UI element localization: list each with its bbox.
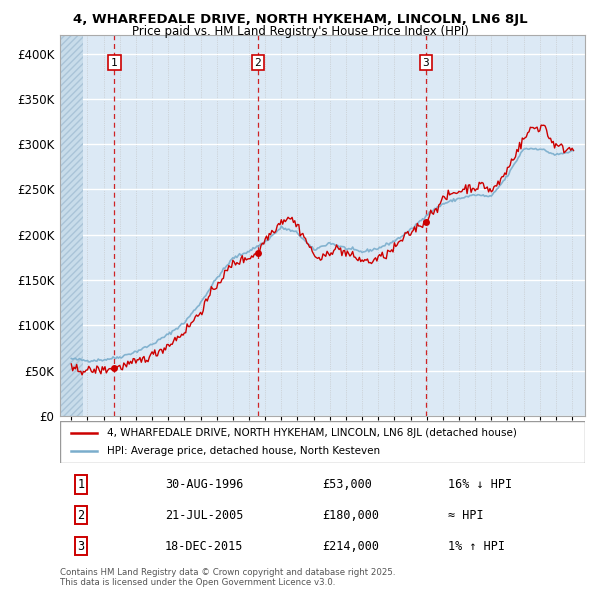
Text: ≈ HPI: ≈ HPI xyxy=(449,509,484,522)
Text: 3: 3 xyxy=(422,58,430,68)
Text: 16% ↓ HPI: 16% ↓ HPI xyxy=(449,478,512,491)
Bar xyxy=(60,35,83,416)
Text: 3: 3 xyxy=(77,540,85,553)
Text: 21-JUL-2005: 21-JUL-2005 xyxy=(165,509,244,522)
Text: £180,000: £180,000 xyxy=(323,509,380,522)
Text: 1% ↑ HPI: 1% ↑ HPI xyxy=(449,540,505,553)
Text: HPI: Average price, detached house, North Kesteven: HPI: Average price, detached house, Nort… xyxy=(107,446,380,456)
Text: 4, WHARFEDALE DRIVE, NORTH HYKEHAM, LINCOLN, LN6 8JL: 4, WHARFEDALE DRIVE, NORTH HYKEHAM, LINC… xyxy=(73,13,527,26)
Text: 18-DEC-2015: 18-DEC-2015 xyxy=(165,540,244,553)
FancyBboxPatch shape xyxy=(60,421,585,463)
Text: 4, WHARFEDALE DRIVE, NORTH HYKEHAM, LINCOLN, LN6 8JL (detached house): 4, WHARFEDALE DRIVE, NORTH HYKEHAM, LINC… xyxy=(107,428,517,438)
Bar xyxy=(60,35,83,416)
Text: 2: 2 xyxy=(254,58,261,68)
Text: 1: 1 xyxy=(77,478,85,491)
Point xyxy=(110,363,119,373)
Text: 1: 1 xyxy=(111,58,118,68)
Point xyxy=(253,248,263,258)
Text: 2: 2 xyxy=(77,509,85,522)
Text: Price paid vs. HM Land Registry's House Price Index (HPI): Price paid vs. HM Land Registry's House … xyxy=(131,25,469,38)
Text: 30-AUG-1996: 30-AUG-1996 xyxy=(165,478,244,491)
Text: Contains HM Land Registry data © Crown copyright and database right 2025.
This d: Contains HM Land Registry data © Crown c… xyxy=(60,568,395,587)
Text: £214,000: £214,000 xyxy=(323,540,380,553)
Text: £53,000: £53,000 xyxy=(323,478,373,491)
Point xyxy=(421,217,431,227)
